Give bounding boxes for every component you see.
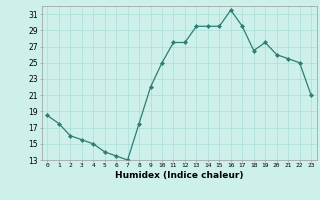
- X-axis label: Humidex (Indice chaleur): Humidex (Indice chaleur): [115, 171, 244, 180]
